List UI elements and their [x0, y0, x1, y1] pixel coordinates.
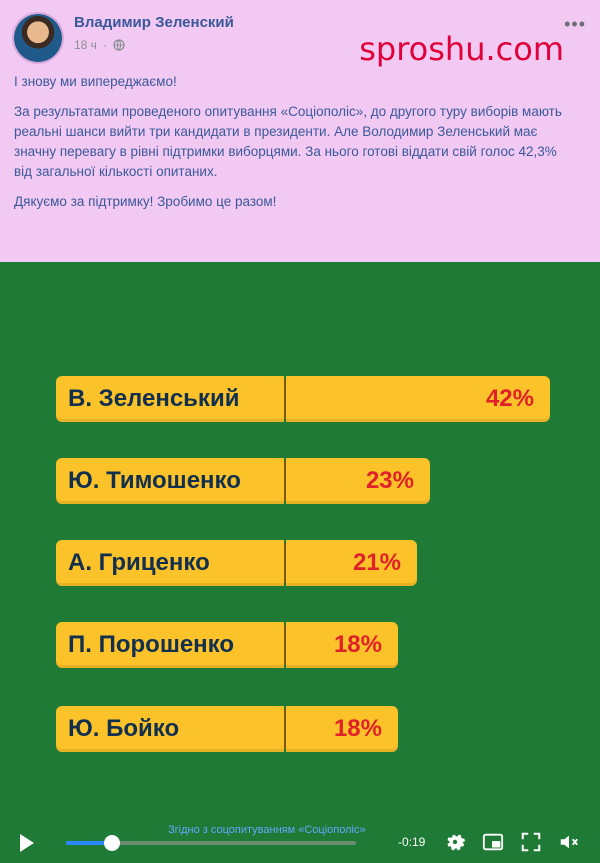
bar-divider — [284, 709, 286, 749]
seek-bar[interactable] — [66, 835, 356, 851]
candidate-name: Ю. Тимошенко — [56, 458, 284, 504]
play-icon[interactable] — [20, 834, 34, 852]
candidate-percent: 23% — [286, 458, 430, 504]
candidate-percent: 18% — [286, 622, 398, 668]
candidate-name: Ю. Бойко — [56, 706, 284, 752]
post-time[interactable]: 18 ч — [74, 38, 97, 52]
post-header: Владимир Зеленский 18 ч · ••• sproshu.co… — [0, 0, 600, 260]
candidate-percent: 42% — [286, 376, 550, 422]
fullscreen-icon[interactable] — [520, 831, 542, 853]
bar-divider — [284, 543, 286, 583]
post-paragraph: І знову ми випереджаємо! — [14, 74, 177, 89]
video-player[interactable]: В. Зеленський 42% Ю. Тимошенко 23% А. Грицен… — [0, 262, 600, 863]
video-controls: -0:19 — [0, 823, 600, 863]
post-paragraph: Дякуємо за підтримку! Зробимо це разом! — [14, 194, 277, 209]
watermark: sproshu.com — [359, 30, 564, 68]
seek-handle[interactable] — [104, 835, 120, 851]
author-name[interactable]: Владимир Зеленский — [74, 14, 234, 31]
time-remaining: -0:19 — [398, 835, 426, 849]
more-options-icon[interactable]: ••• — [564, 14, 586, 34]
picture-in-picture-icon[interactable] — [482, 831, 504, 853]
avatar[interactable] — [14, 14, 62, 62]
globe-icon — [113, 39, 125, 51]
post-meta: 18 ч · — [74, 38, 125, 52]
video-caption: Згідно з соцопитуванням «Соціополіс» — [168, 824, 366, 836]
mute-icon[interactable] — [558, 831, 580, 853]
candidate-name: А. Гриценко — [56, 540, 284, 586]
gear-icon[interactable] — [444, 831, 466, 853]
candidate-name: П. Порошенко — [56, 622, 284, 668]
post-paragraph: За результатами проведеного опитування «… — [14, 104, 562, 179]
bar-divider — [284, 461, 286, 501]
candidate-percent: 18% — [286, 706, 398, 752]
candidate-name: В. Зеленський — [56, 376, 284, 422]
post-text: І знову ми випереджаємо! За результатами… — [14, 72, 574, 222]
candidate-percent: 21% — [286, 540, 417, 586]
bar-divider — [284, 625, 286, 665]
bar-divider — [284, 379, 286, 419]
seek-progress — [66, 841, 112, 845]
